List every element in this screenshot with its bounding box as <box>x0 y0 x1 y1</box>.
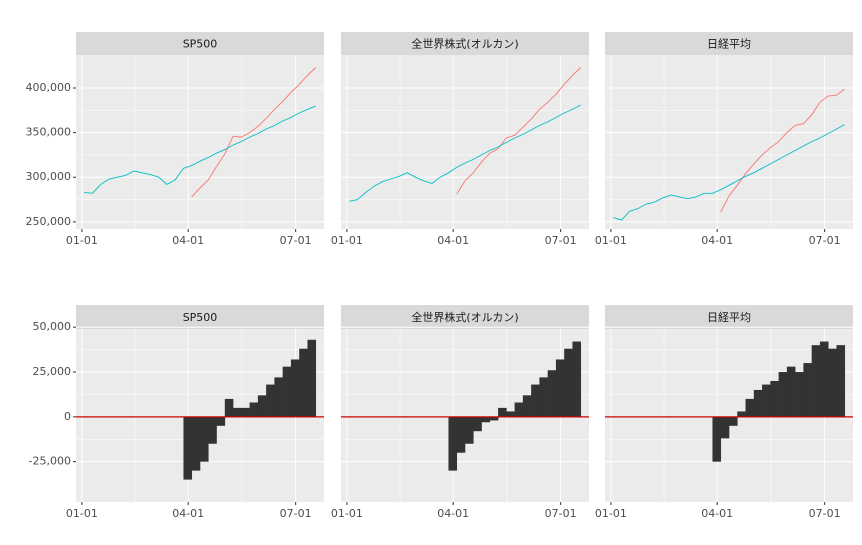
y-tick-label: 250,000 <box>26 215 72 228</box>
y-tick-label: 0 <box>64 410 71 423</box>
strip-label: SP500 <box>183 38 218 51</box>
bar <box>465 416 474 444</box>
bar <box>811 345 821 417</box>
bar <box>191 416 201 471</box>
x-tick-label: 01-01 <box>331 234 363 247</box>
panel <box>605 55 853 229</box>
bar <box>506 411 515 417</box>
bar <box>498 407 507 417</box>
strip-label: SP500 <box>183 311 218 324</box>
bar <box>200 416 209 462</box>
x-tick-label: 04-01 <box>701 507 733 520</box>
x-tick-label: 04-01 <box>172 507 204 520</box>
bar <box>522 395 532 417</box>
x-tick-label: 07-01 <box>545 234 577 247</box>
x-tick-label: 04-01 <box>172 234 204 247</box>
strip-label: 全世界株式(オルカン) <box>411 37 518 51</box>
x-tick-label: 07-01 <box>545 507 577 520</box>
y-tick-label: 25,000 <box>33 365 72 378</box>
bar <box>216 416 226 426</box>
line <box>191 67 317 198</box>
bar <box>795 372 804 417</box>
strip-label: 全世界株式(オルカン) <box>411 310 518 324</box>
x-tick-label: 04-01 <box>701 234 733 247</box>
x-tick-label: 01-01 <box>595 507 627 520</box>
strip <box>605 305 853 329</box>
bar <box>473 416 482 432</box>
panel <box>76 55 324 229</box>
bar <box>290 359 300 417</box>
bar <box>770 380 779 417</box>
strip <box>341 305 589 329</box>
strip <box>76 305 324 329</box>
line <box>349 104 581 202</box>
bar <box>266 384 275 417</box>
bar <box>514 402 524 417</box>
bar <box>836 345 846 417</box>
x-tick-label: 04-01 <box>437 234 469 247</box>
x-tick-label: 07-01 <box>280 234 312 247</box>
bar <box>712 416 722 462</box>
bar <box>208 416 217 444</box>
y-tick-label: -25,000 <box>29 455 71 468</box>
bar <box>224 398 234 417</box>
bar <box>564 348 573 417</box>
line <box>613 124 845 221</box>
strip <box>605 32 853 55</box>
line <box>720 88 845 213</box>
bar <box>753 389 763 417</box>
bar <box>778 372 788 417</box>
y-tick-label: 50,000 <box>33 320 72 333</box>
y-tick-label: 300,000 <box>26 170 72 183</box>
bar <box>539 377 548 417</box>
bar <box>307 339 317 417</box>
panel <box>341 55 589 229</box>
bar <box>183 416 193 480</box>
x-tick-label: 07-01 <box>280 507 312 520</box>
line <box>84 105 316 194</box>
bar <box>572 341 582 417</box>
bar <box>257 395 267 417</box>
bar <box>233 407 242 417</box>
bar <box>531 384 540 417</box>
bar <box>489 416 499 421</box>
y-tick-label: 350,000 <box>26 126 72 139</box>
x-tick-label: 01-01 <box>66 234 98 247</box>
x-tick-label: 01-01 <box>331 507 363 520</box>
bar <box>481 416 491 423</box>
bar <box>745 398 755 417</box>
strip <box>341 32 589 55</box>
bar <box>803 363 812 417</box>
bar <box>448 416 458 471</box>
line <box>456 67 582 195</box>
bar <box>249 402 259 417</box>
bar <box>274 377 283 417</box>
bar <box>547 370 557 417</box>
bar <box>737 411 746 417</box>
strip <box>76 32 324 55</box>
bar <box>555 359 565 417</box>
bar <box>729 416 738 426</box>
strip-label: 日経平均 <box>707 311 751 324</box>
bar <box>762 384 771 417</box>
x-tick-label: 07-01 <box>809 234 841 247</box>
y-tick-label: 400,000 <box>26 81 72 94</box>
x-tick-label: 01-01 <box>66 507 98 520</box>
bar <box>828 348 837 417</box>
bar <box>282 366 292 417</box>
bar <box>241 407 250 417</box>
bar <box>786 366 796 417</box>
x-tick-label: 04-01 <box>437 507 469 520</box>
x-tick-label: 01-01 <box>595 234 627 247</box>
bar <box>720 416 730 439</box>
strip-label: 日経平均 <box>707 38 751 51</box>
bar <box>456 416 466 453</box>
x-tick-label: 07-01 <box>809 507 841 520</box>
bar <box>819 341 829 417</box>
bar <box>299 348 308 417</box>
